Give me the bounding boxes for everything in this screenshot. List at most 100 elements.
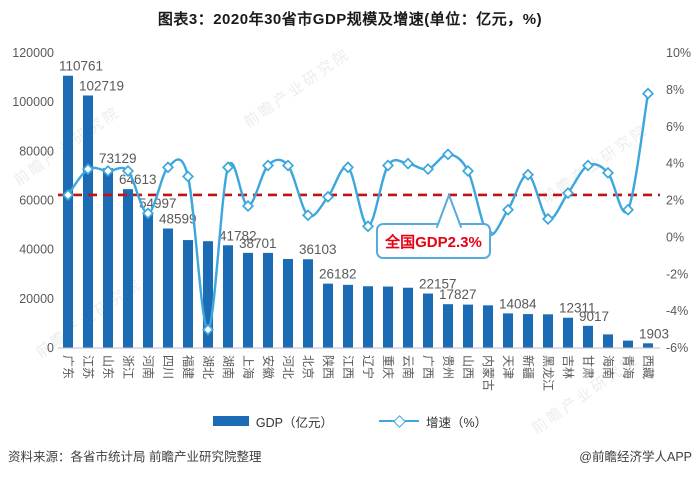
legend-item-growth: 增速（%） bbox=[378, 412, 487, 431]
gdp-bar bbox=[623, 340, 633, 348]
growth-marker-icon bbox=[221, 161, 235, 174]
bar-value-label: 41782 bbox=[219, 228, 257, 243]
gdp-bar bbox=[83, 95, 93, 349]
category-label: 黑龙江 bbox=[541, 355, 555, 391]
legend: GDP（亿元） 增速（%） bbox=[0, 410, 700, 432]
right-axis-tick-label: 8% bbox=[666, 83, 684, 97]
category-label: 云南 bbox=[401, 355, 416, 379]
category-label: 河北 bbox=[281, 355, 295, 379]
gdp-bar bbox=[383, 286, 393, 348]
category-label: 上海 bbox=[241, 355, 256, 379]
bar-value-label: 1903 bbox=[639, 326, 669, 341]
category-label: 江西 bbox=[341, 355, 355, 379]
bar-value-label: 54997 bbox=[139, 196, 177, 211]
category-label: 浙江 bbox=[121, 355, 135, 379]
category-label: 江苏 bbox=[81, 355, 95, 379]
gdp-bar bbox=[223, 245, 233, 348]
bar-value-label: 73129 bbox=[99, 151, 137, 166]
chart-title: 图表3：2020年30省市GDP规模及增速(单位：亿元，%) bbox=[157, 11, 543, 28]
gdp-bar bbox=[463, 304, 473, 348]
bar-value-label: 48599 bbox=[159, 212, 197, 227]
growth-marker-icon bbox=[301, 209, 315, 222]
bar-value-label: 110761 bbox=[59, 59, 103, 74]
left-axis-tick-label: 0 bbox=[47, 341, 54, 355]
category-label: 内蒙古 bbox=[481, 355, 496, 391]
gdp-bar bbox=[643, 343, 653, 348]
growth-marker-icon bbox=[61, 188, 75, 201]
gdp-bar bbox=[143, 212, 153, 348]
legend-item-gdp: GDP（亿元） bbox=[212, 412, 333, 431]
gdp-bar bbox=[203, 241, 213, 348]
gdp-bar bbox=[443, 304, 453, 348]
gdp-bar bbox=[523, 314, 533, 348]
gdp-bar bbox=[103, 168, 113, 348]
growth-marker-icon bbox=[141, 207, 155, 220]
gdp-bar bbox=[583, 325, 593, 348]
bar-value-label: 14084 bbox=[499, 296, 537, 311]
gdp-bar bbox=[363, 286, 373, 348]
watermark: 前瞻产业研究院 bbox=[240, 44, 354, 131]
gdp-bar bbox=[543, 314, 553, 348]
bar-value-label: 26182 bbox=[319, 267, 357, 282]
growth-marker-icon bbox=[521, 168, 535, 181]
category-label: 北京 bbox=[301, 355, 315, 379]
growth-line-swatch bbox=[378, 415, 419, 428]
left-axis-tick-label: 60000 bbox=[19, 194, 54, 208]
growth-marker-icon bbox=[461, 164, 475, 178]
gdp-bar bbox=[263, 252, 273, 348]
growth-marker-icon bbox=[241, 200, 255, 213]
growth-marker-icon bbox=[121, 164, 135, 178]
right-axis-tick-label: -2% bbox=[666, 267, 688, 281]
gdp-bar-swatch bbox=[212, 416, 249, 426]
gdp-bar bbox=[503, 313, 513, 348]
right-axis-tick-label: 2% bbox=[666, 194, 684, 208]
growth-marker-icon bbox=[381, 159, 395, 172]
right-axis-tick-label: 6% bbox=[666, 120, 684, 134]
category-label: 广东 bbox=[61, 355, 75, 379]
growth-marker-icon bbox=[261, 159, 275, 172]
category-label: 海南 bbox=[601, 355, 616, 379]
gdp-bar bbox=[163, 228, 173, 348]
right-axis-tick-label: -6% bbox=[666, 341, 688, 355]
growth-marker-icon bbox=[181, 170, 195, 183]
bar-value-label: 36103 bbox=[299, 242, 337, 257]
category-label: 辽宁 bbox=[361, 355, 376, 379]
growth-marker-icon bbox=[621, 203, 635, 216]
growth-marker-icon bbox=[541, 212, 555, 225]
bar-value-label: 38701 bbox=[239, 236, 277, 251]
category-label: 西藏 bbox=[641, 355, 655, 379]
growth-marker-icon bbox=[101, 164, 115, 178]
right-axis-tick-label: -4% bbox=[666, 304, 688, 318]
growth-marker-icon bbox=[501, 203, 515, 216]
bar-value-label: 102719 bbox=[79, 78, 124, 93]
left-axis-tick-label: 120000 bbox=[12, 46, 54, 60]
gdp-bar bbox=[183, 240, 193, 348]
bar-value-label: 64613 bbox=[119, 172, 157, 187]
gdp-bar bbox=[563, 317, 573, 348]
growth-marker-icon bbox=[601, 166, 615, 179]
growth-marker-icon bbox=[361, 220, 375, 233]
growth-marker-icon bbox=[641, 87, 655, 100]
national-gdp-callout-label: 全国GDP2.3% bbox=[384, 233, 482, 251]
diamond-marker-icon bbox=[393, 415, 406, 428]
category-label: 广西 bbox=[421, 355, 435, 379]
category-label: 陕西 bbox=[321, 355, 336, 379]
gdp-bar bbox=[323, 283, 333, 348]
callout-pointer-fill bbox=[437, 195, 461, 226]
left-axis-tick-label: 20000 bbox=[19, 292, 54, 306]
left-axis-tick-label: 100000 bbox=[12, 95, 54, 109]
gdp-bar bbox=[423, 293, 433, 348]
footer: 资料来源：各省市统计局 前瞻产业研究院整理 @前瞻经济学人APP bbox=[0, 446, 700, 465]
source-note: 资料来源：各省市统计局 前瞻产业研究院整理 bbox=[8, 450, 262, 464]
growth-marker-icon bbox=[341, 161, 355, 174]
right-axis-tick-label: 4% bbox=[666, 157, 684, 171]
growth-marker-icon bbox=[81, 163, 95, 176]
growth-marker-icon bbox=[281, 159, 295, 172]
gdp-bar bbox=[63, 75, 73, 349]
callout-pointer-icon bbox=[436, 193, 462, 228]
growth-marker-icon bbox=[321, 190, 335, 203]
category-label: 河南 bbox=[141, 355, 156, 379]
growth-marker-icon bbox=[421, 163, 435, 176]
growth-line bbox=[66, 92, 650, 331]
growth-marker-icon bbox=[581, 159, 595, 172]
